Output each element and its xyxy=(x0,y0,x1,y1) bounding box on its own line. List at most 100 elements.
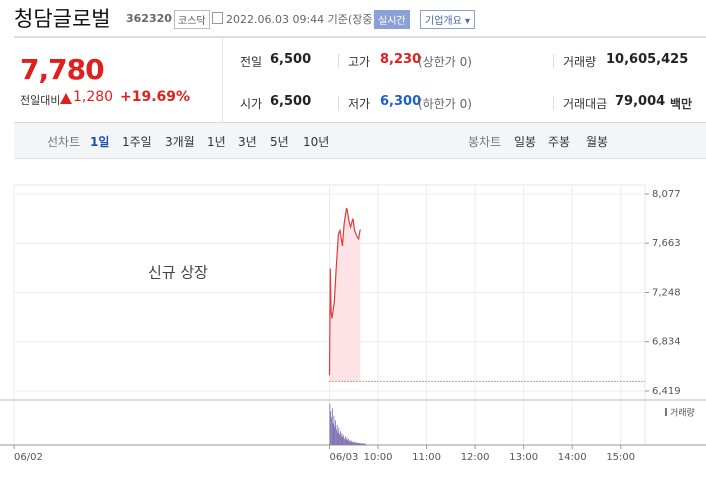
volume-bar xyxy=(334,426,336,445)
stock-name: 청담글로벌 xyxy=(14,7,111,31)
y-tick-label: 7,663 xyxy=(652,238,681,249)
volume-bar xyxy=(340,431,341,445)
change-label: 전일대비 xyxy=(20,94,61,107)
x-tick-label: 06/03 xyxy=(330,452,359,463)
quote-note: (하한가 0) xyxy=(418,97,472,111)
x-tick-label: 14:00 xyxy=(558,452,587,463)
quote-unit: 백만 xyxy=(670,97,693,111)
divider xyxy=(553,96,554,110)
volume-bar xyxy=(352,442,353,445)
volume-bar xyxy=(357,442,359,445)
divider xyxy=(222,38,223,122)
volume-bar xyxy=(350,441,352,445)
volume-bar xyxy=(343,435,345,445)
annotation: 신규 상장 xyxy=(148,264,208,282)
volume-bar xyxy=(341,433,343,445)
volume-bar xyxy=(356,442,357,445)
volume-bar xyxy=(332,423,334,445)
volume-bar xyxy=(365,443,366,445)
company-button-text[interactable]: 기업개요 xyxy=(425,16,462,27)
period-tab[interactable]: 1주일 xyxy=(122,135,152,149)
x-tick-label: 11:00 xyxy=(412,452,441,463)
quote-value: 79,004 xyxy=(615,94,666,109)
quote-value: 10,605,425 xyxy=(606,52,689,67)
market-badge: 코스닥 xyxy=(174,10,210,29)
volume-bar xyxy=(347,440,349,445)
quote-label: 전일 xyxy=(240,55,263,69)
price-line xyxy=(328,207,361,376)
period-tab[interactable]: 3개월 xyxy=(165,135,195,149)
x-tick-label: 15:00 xyxy=(606,452,635,463)
legend-swatch xyxy=(665,408,667,416)
volume-bar xyxy=(357,443,358,445)
x-tick-label: 10:00 xyxy=(364,452,393,463)
legend-label: 거래량 xyxy=(670,407,695,419)
volume-bar xyxy=(359,443,361,445)
volume-bar xyxy=(352,441,354,445)
volume-bar xyxy=(342,437,344,445)
up-arrow xyxy=(60,93,72,104)
period-tab[interactable]: 10년 xyxy=(303,135,330,149)
area xyxy=(329,207,361,382)
volume-bar xyxy=(335,420,336,445)
update-time: 2022.06.03 09:44 기준(장중) xyxy=(226,13,377,26)
volume-bar xyxy=(329,403,331,445)
period-tab[interactable]: 일봉 xyxy=(514,135,537,149)
volume-bar xyxy=(353,442,355,445)
volume-bar xyxy=(349,440,351,445)
quote-value: 6,300 xyxy=(380,94,422,109)
volume-bar xyxy=(354,442,356,445)
divider xyxy=(338,54,339,68)
volume-bar xyxy=(364,443,366,445)
change: 1,280 xyxy=(73,89,114,105)
period-tab[interactable]: 3년 xyxy=(238,135,257,149)
volume-bar xyxy=(358,443,360,445)
volume-bar xyxy=(338,428,340,445)
volume-bar xyxy=(336,425,338,445)
quote-label: 저가 xyxy=(348,97,371,111)
volume-bar xyxy=(361,443,362,445)
quote-note: (상한가 0) xyxy=(418,55,472,69)
volume-bar xyxy=(333,415,335,445)
volume-bar xyxy=(337,432,339,445)
tab-group-label: 봉차트 xyxy=(468,135,502,149)
volume-bar xyxy=(331,408,333,445)
divider xyxy=(553,54,554,68)
clock-icon xyxy=(212,12,223,24)
volume-bar xyxy=(330,411,332,445)
y-tick-label: 7,248 xyxy=(652,288,681,299)
divider xyxy=(14,36,706,38)
volume-bar xyxy=(351,440,353,445)
volume-bar xyxy=(344,436,346,445)
volume-bar xyxy=(339,434,341,445)
tab-group-label: 선차트 xyxy=(47,135,81,149)
volume-bar xyxy=(348,441,350,445)
volume-bar xyxy=(344,438,345,445)
quote-label: 거래량 xyxy=(563,55,597,69)
period-tab[interactable]: 1년 xyxy=(207,135,226,149)
quote-value: 6,500 xyxy=(270,52,312,67)
tab-bar xyxy=(14,122,706,159)
period-tab[interactable]: 1일 xyxy=(90,135,110,149)
period-tab[interactable]: 월봉 xyxy=(586,135,609,149)
stock-code: 362320 xyxy=(126,12,172,25)
volume-bar xyxy=(355,442,357,445)
change-rate: +19.69% xyxy=(120,89,191,105)
quote-value: 8,230 xyxy=(380,52,422,67)
y-tick-label: 6,834 xyxy=(652,337,681,348)
period-tab[interactable]: 5년 xyxy=(270,135,289,149)
period-tab[interactable]: 주봉 xyxy=(548,135,571,149)
volume-bar xyxy=(363,443,365,445)
volume-bar xyxy=(360,443,362,445)
realtime-badge: 실시간 xyxy=(374,10,410,29)
volume-bar xyxy=(346,437,348,445)
y-tick-label: 6,419 xyxy=(652,386,681,397)
x-tick-label: 12:00 xyxy=(461,452,490,463)
volume-bar xyxy=(362,443,364,445)
volume-bar xyxy=(345,439,347,445)
quote-label: 고가 xyxy=(348,55,371,69)
quote-label: 거래대금 xyxy=(563,97,608,111)
company-button[interactable]: 기업개요 ▾ xyxy=(420,10,476,29)
